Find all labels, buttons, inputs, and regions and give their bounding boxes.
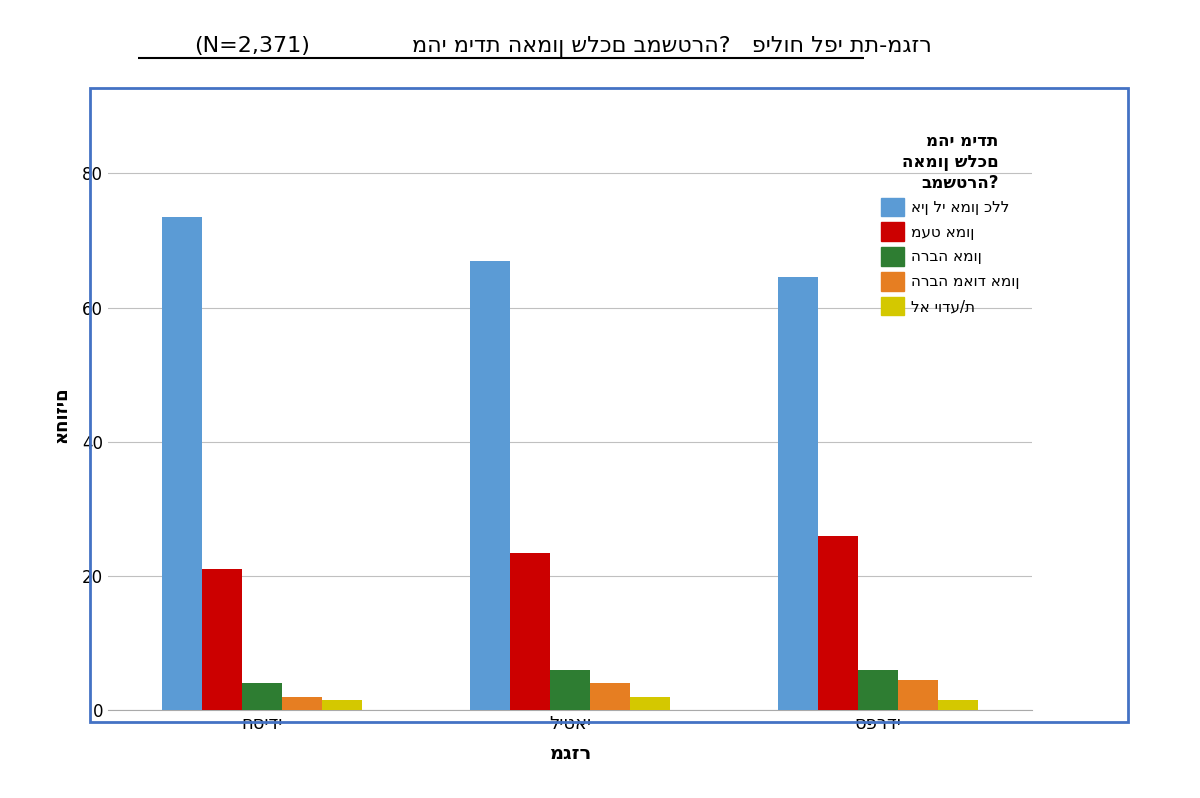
Bar	[162, 217, 202, 710]
Bar	[938, 700, 978, 710]
Bar	[242, 683, 282, 710]
X-axis label: מגזר: מגזר	[548, 745, 592, 763]
Text: (N=2,371): (N=2,371)	[194, 36, 310, 56]
Y-axis label: אחוזים: אחוזים	[53, 387, 71, 443]
Bar	[778, 278, 818, 710]
Bar	[470, 261, 510, 710]
Legend: אין לי אמון כלל, מעט אמון, הרבה אמון, הרבה מאוד אמון, לא יודע/ת: אין לי אמון כלל, מעט אמון, הרבה אמון, הר…	[876, 128, 1025, 320]
Bar	[550, 670, 590, 710]
Bar	[202, 569, 242, 710]
Bar	[858, 670, 898, 710]
Bar	[322, 700, 362, 710]
Text: מהי מידת האמון שלכם במשטרה?   פילוח לפי תת-מגזר: מהי מידת האמון שלכם במשטרה? פילוח לפי תת…	[412, 36, 932, 57]
Bar	[630, 697, 670, 710]
Bar	[898, 680, 938, 710]
Bar	[282, 697, 322, 710]
Bar	[818, 535, 858, 710]
Bar	[510, 552, 550, 710]
Bar	[590, 683, 630, 710]
